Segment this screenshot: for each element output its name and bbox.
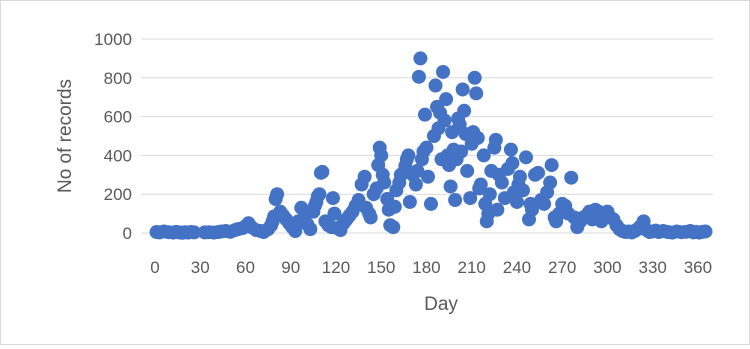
- y-tick-label: 600: [104, 108, 132, 127]
- data-point: [411, 69, 426, 84]
- data-point: [270, 187, 285, 202]
- data-point: [419, 140, 434, 155]
- data-point: [448, 193, 463, 208]
- data-point: [544, 158, 559, 173]
- y-tick-label: 0: [123, 224, 132, 243]
- data-point: [490, 202, 505, 217]
- data-point: [457, 103, 472, 118]
- data-point: [387, 199, 402, 214]
- data-point: [437, 113, 452, 128]
- data-point: [467, 70, 482, 85]
- data-point: [410, 163, 425, 178]
- data-point: [698, 224, 713, 239]
- data-point: [436, 64, 451, 79]
- data-point: [417, 107, 432, 122]
- x-tick-label: 90: [281, 258, 300, 277]
- data-point: [494, 175, 509, 190]
- data-point: [315, 164, 330, 179]
- data-point: [473, 177, 488, 192]
- data-point: [476, 148, 491, 163]
- data-point: [463, 191, 478, 206]
- data-point: [503, 142, 518, 157]
- data-points: [149, 51, 713, 240]
- x-tick-label: 120: [322, 258, 350, 277]
- x-axis-title: Day: [424, 294, 458, 315]
- x-tick-label: 270: [548, 258, 576, 277]
- data-point: [443, 179, 458, 194]
- data-point: [312, 187, 327, 202]
- data-point: [454, 144, 469, 159]
- data-point: [505, 156, 520, 171]
- x-axis-tick-labels: 0 30 60 90 120 150 180 210 240 270 300 330 360: [150, 258, 712, 277]
- data-point: [386, 220, 401, 235]
- data-point: [413, 51, 428, 66]
- data-point: [363, 210, 378, 225]
- data-point: [488, 132, 503, 147]
- x-tick-label: 360: [684, 258, 712, 277]
- y-tick-label: 200: [104, 185, 132, 204]
- y-tick-label: 1000: [94, 30, 132, 49]
- x-tick-label: 30: [191, 258, 210, 277]
- data-point: [482, 187, 497, 202]
- data-point: [327, 206, 342, 221]
- data-point: [509, 194, 524, 209]
- x-tick-label: 150: [367, 258, 395, 277]
- y-axis-tick-labels: 0 200 400 600 800 1000: [94, 30, 132, 243]
- data-point: [537, 196, 552, 211]
- data-point: [564, 170, 579, 185]
- data-point: [455, 82, 470, 97]
- data-point: [420, 169, 435, 184]
- data-point: [423, 196, 438, 211]
- x-tick-label: 210: [458, 258, 486, 277]
- data-point: [402, 194, 417, 209]
- data-point: [377, 175, 392, 190]
- x-tick-label: 330: [638, 258, 666, 277]
- data-point: [543, 175, 558, 190]
- data-point: [518, 150, 533, 165]
- data-point: [303, 222, 318, 237]
- data-point: [515, 183, 530, 198]
- data-point: [187, 225, 202, 240]
- data-point: [525, 202, 540, 217]
- data-point: [325, 191, 340, 206]
- y-tick-label: 800: [104, 69, 132, 88]
- data-point: [469, 86, 484, 101]
- data-point: [512, 169, 527, 184]
- x-tick-label: 240: [503, 258, 531, 277]
- data-point: [357, 169, 372, 184]
- data-point: [374, 148, 389, 163]
- y-tick-label: 400: [104, 146, 132, 165]
- data-point: [428, 78, 443, 93]
- x-tick-label: 60: [236, 258, 255, 277]
- data-point: [460, 163, 475, 178]
- x-tick-label: 0: [150, 258, 159, 277]
- data-point: [470, 130, 485, 145]
- y-axis-title: No of records: [55, 79, 76, 193]
- x-tick-label: 180: [412, 258, 440, 277]
- x-tick-label: 300: [593, 258, 621, 277]
- data-point: [408, 177, 423, 192]
- data-point: [531, 165, 546, 180]
- data-point: [401, 148, 416, 163]
- data-point: [439, 92, 454, 107]
